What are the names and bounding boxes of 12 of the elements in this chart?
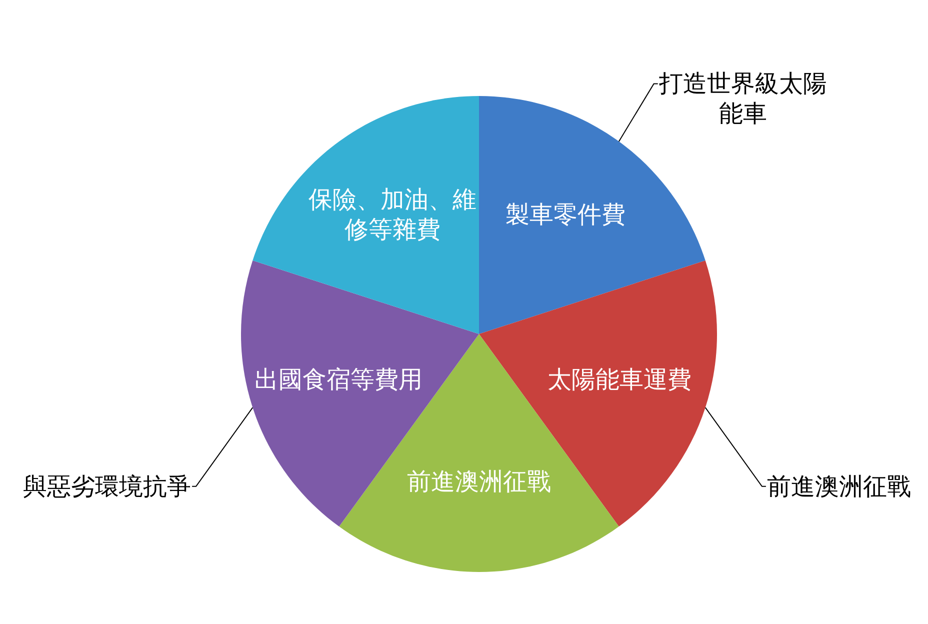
text: 打造世界級太陽能車 (658, 70, 827, 128)
text: 前進澳洲征戰 (766, 472, 911, 500)
pie-slice (252, 96, 479, 334)
slice-label: 出國食宿等費用 (254, 366, 423, 394)
slice-label: 製車零件費 (506, 200, 626, 229)
pie-slice (240, 260, 479, 527)
pie-slice (479, 96, 706, 334)
slice-label: 太陽能車運費 (547, 366, 692, 394)
slice-label: 前進澳洲征戰 (407, 468, 551, 496)
pie-slice (479, 260, 718, 527)
text: 與惡劣環境抗爭 (23, 472, 192, 500)
slice-label: 保險、加油、維修等雜費 (308, 186, 476, 244)
